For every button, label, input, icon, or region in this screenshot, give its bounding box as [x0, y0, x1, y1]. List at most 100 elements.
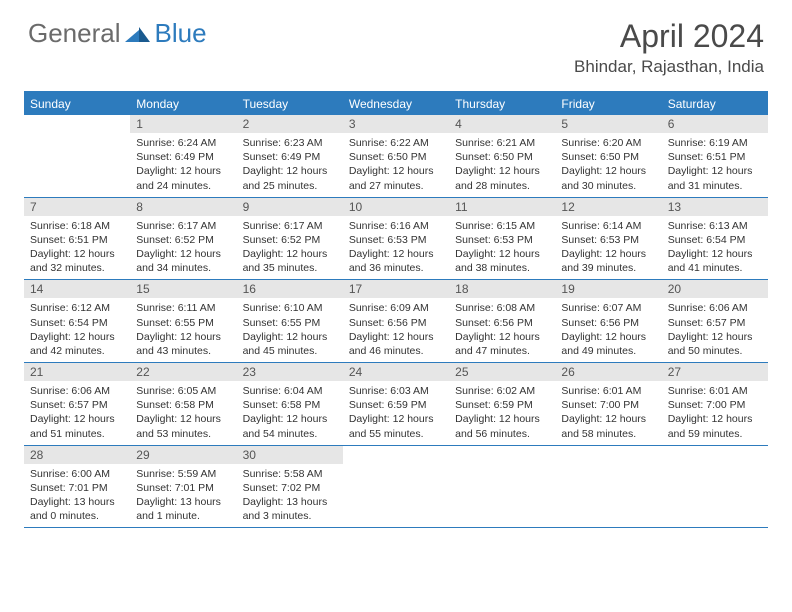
day-info: Sunrise: 6:01 AMSunset: 7:00 PMDaylight:…	[555, 381, 661, 445]
day-info: Sunrise: 6:00 AMSunset: 7:01 PMDaylight:…	[24, 464, 130, 528]
day-number: 16	[237, 280, 343, 298]
day-info: Sunrise: 6:08 AMSunset: 6:56 PMDaylight:…	[449, 298, 555, 362]
day-number: 24	[343, 363, 449, 381]
day-cell: 20Sunrise: 6:06 AMSunset: 6:57 PMDayligh…	[662, 280, 768, 362]
daylight-text: Daylight: 12 hours and 51 minutes.	[30, 412, 124, 440]
daylight-text: Daylight: 12 hours and 41 minutes.	[668, 247, 762, 275]
day-cell: 16Sunrise: 6:10 AMSunset: 6:55 PMDayligh…	[237, 280, 343, 362]
day-info: Sunrise: 6:24 AMSunset: 6:49 PMDaylight:…	[130, 133, 236, 197]
daylight-text: Daylight: 12 hours and 31 minutes.	[668, 164, 762, 192]
day-cell: 11Sunrise: 6:15 AMSunset: 6:53 PMDayligh…	[449, 198, 555, 280]
sunrise-text: Sunrise: 6:09 AM	[349, 301, 443, 315]
day-number: 22	[130, 363, 236, 381]
day-cell: 19Sunrise: 6:07 AMSunset: 6:56 PMDayligh…	[555, 280, 661, 362]
day-cell: 3Sunrise: 6:22 AMSunset: 6:50 PMDaylight…	[343, 115, 449, 197]
day-number	[24, 115, 130, 119]
day-header: Friday	[555, 93, 661, 115]
sunrise-text: Sunrise: 6:02 AM	[455, 384, 549, 398]
day-number: 18	[449, 280, 555, 298]
day-number: 6	[662, 115, 768, 133]
day-number: 8	[130, 198, 236, 216]
sunset-text: Sunset: 7:02 PM	[243, 481, 337, 495]
sunrise-text: Sunrise: 6:12 AM	[30, 301, 124, 315]
day-cell: 1Sunrise: 6:24 AMSunset: 6:49 PMDaylight…	[130, 115, 236, 197]
day-info: Sunrise: 6:12 AMSunset: 6:54 PMDaylight:…	[24, 298, 130, 362]
daylight-text: Daylight: 12 hours and 59 minutes.	[668, 412, 762, 440]
sunrise-text: Sunrise: 6:18 AM	[30, 219, 124, 233]
day-cell: 26Sunrise: 6:01 AMSunset: 7:00 PMDayligh…	[555, 363, 661, 445]
daylight-text: Daylight: 12 hours and 24 minutes.	[136, 164, 230, 192]
day-number: 15	[130, 280, 236, 298]
day-cell: 12Sunrise: 6:14 AMSunset: 6:53 PMDayligh…	[555, 198, 661, 280]
day-info: Sunrise: 6:17 AMSunset: 6:52 PMDaylight:…	[130, 216, 236, 280]
sunset-text: Sunset: 6:54 PM	[30, 316, 124, 330]
day-number: 28	[24, 446, 130, 464]
sunrise-text: Sunrise: 6:00 AM	[30, 467, 124, 481]
day-header: Wednesday	[343, 93, 449, 115]
day-header: Monday	[130, 93, 236, 115]
day-cell: 29Sunrise: 5:59 AMSunset: 7:01 PMDayligh…	[130, 446, 236, 528]
day-cell	[449, 446, 555, 528]
daylight-text: Daylight: 12 hours and 45 minutes.	[243, 330, 337, 358]
day-number: 4	[449, 115, 555, 133]
sunset-text: Sunset: 7:01 PM	[30, 481, 124, 495]
day-cell: 14Sunrise: 6:12 AMSunset: 6:54 PMDayligh…	[24, 280, 130, 362]
sunset-text: Sunset: 6:55 PM	[243, 316, 337, 330]
day-header: Sunday	[24, 93, 130, 115]
sunset-text: Sunset: 6:54 PM	[668, 233, 762, 247]
day-info: Sunrise: 6:18 AMSunset: 6:51 PMDaylight:…	[24, 216, 130, 280]
logo-text-2: Blue	[155, 18, 207, 49]
daylight-text: Daylight: 12 hours and 58 minutes.	[561, 412, 655, 440]
day-cell: 30Sunrise: 5:58 AMSunset: 7:02 PMDayligh…	[237, 446, 343, 528]
day-info: Sunrise: 6:10 AMSunset: 6:55 PMDaylight:…	[237, 298, 343, 362]
sunrise-text: Sunrise: 6:03 AM	[349, 384, 443, 398]
day-cell: 8Sunrise: 6:17 AMSunset: 6:52 PMDaylight…	[130, 198, 236, 280]
sunset-text: Sunset: 6:57 PM	[30, 398, 124, 412]
sunrise-text: Sunrise: 6:10 AM	[243, 301, 337, 315]
day-info: Sunrise: 6:20 AMSunset: 6:50 PMDaylight:…	[555, 133, 661, 197]
daylight-text: Daylight: 12 hours and 50 minutes.	[668, 330, 762, 358]
day-cell	[555, 446, 661, 528]
daylight-text: Daylight: 12 hours and 46 minutes.	[349, 330, 443, 358]
week-row: 21Sunrise: 6:06 AMSunset: 6:57 PMDayligh…	[24, 363, 768, 446]
sunset-text: Sunset: 7:00 PM	[668, 398, 762, 412]
sunrise-text: Sunrise: 6:21 AM	[455, 136, 549, 150]
day-number: 29	[130, 446, 236, 464]
day-cell: 28Sunrise: 6:00 AMSunset: 7:01 PMDayligh…	[24, 446, 130, 528]
day-number: 26	[555, 363, 661, 381]
daylight-text: Daylight: 12 hours and 27 minutes.	[349, 164, 443, 192]
day-number	[555, 446, 661, 450]
sunrise-text: Sunrise: 6:23 AM	[243, 136, 337, 150]
day-info: Sunrise: 6:11 AMSunset: 6:55 PMDaylight:…	[130, 298, 236, 362]
sunset-text: Sunset: 6:53 PM	[349, 233, 443, 247]
week-row: 7Sunrise: 6:18 AMSunset: 6:51 PMDaylight…	[24, 198, 768, 281]
day-cell: 25Sunrise: 6:02 AMSunset: 6:59 PMDayligh…	[449, 363, 555, 445]
day-number: 11	[449, 198, 555, 216]
sunrise-text: Sunrise: 6:04 AM	[243, 384, 337, 398]
daylight-text: Daylight: 12 hours and 28 minutes.	[455, 164, 549, 192]
day-cell: 7Sunrise: 6:18 AMSunset: 6:51 PMDaylight…	[24, 198, 130, 280]
daylight-text: Daylight: 13 hours and 1 minute.	[136, 495, 230, 523]
day-info: Sunrise: 5:59 AMSunset: 7:01 PMDaylight:…	[130, 464, 236, 528]
day-info: Sunrise: 6:14 AMSunset: 6:53 PMDaylight:…	[555, 216, 661, 280]
day-number: 13	[662, 198, 768, 216]
daylight-text: Daylight: 12 hours and 34 minutes.	[136, 247, 230, 275]
sunrise-text: Sunrise: 5:58 AM	[243, 467, 337, 481]
day-cell	[24, 115, 130, 197]
sunrise-text: Sunrise: 6:06 AM	[30, 384, 124, 398]
day-info: Sunrise: 5:58 AMSunset: 7:02 PMDaylight:…	[237, 464, 343, 528]
day-info: Sunrise: 6:09 AMSunset: 6:56 PMDaylight:…	[343, 298, 449, 362]
daylight-text: Daylight: 12 hours and 49 minutes.	[561, 330, 655, 358]
sunrise-text: Sunrise: 6:22 AM	[349, 136, 443, 150]
daylight-text: Daylight: 12 hours and 35 minutes.	[243, 247, 337, 275]
day-info: Sunrise: 6:15 AMSunset: 6:53 PMDaylight:…	[449, 216, 555, 280]
sunrise-text: Sunrise: 6:08 AM	[455, 301, 549, 315]
sunrise-text: Sunrise: 6:24 AM	[136, 136, 230, 150]
sunset-text: Sunset: 6:53 PM	[455, 233, 549, 247]
day-number	[662, 446, 768, 450]
daylight-text: Daylight: 12 hours and 43 minutes.	[136, 330, 230, 358]
sunrise-text: Sunrise: 6:17 AM	[243, 219, 337, 233]
day-header: Thursday	[449, 93, 555, 115]
day-info: Sunrise: 6:22 AMSunset: 6:50 PMDaylight:…	[343, 133, 449, 197]
sunset-text: Sunset: 6:56 PM	[455, 316, 549, 330]
